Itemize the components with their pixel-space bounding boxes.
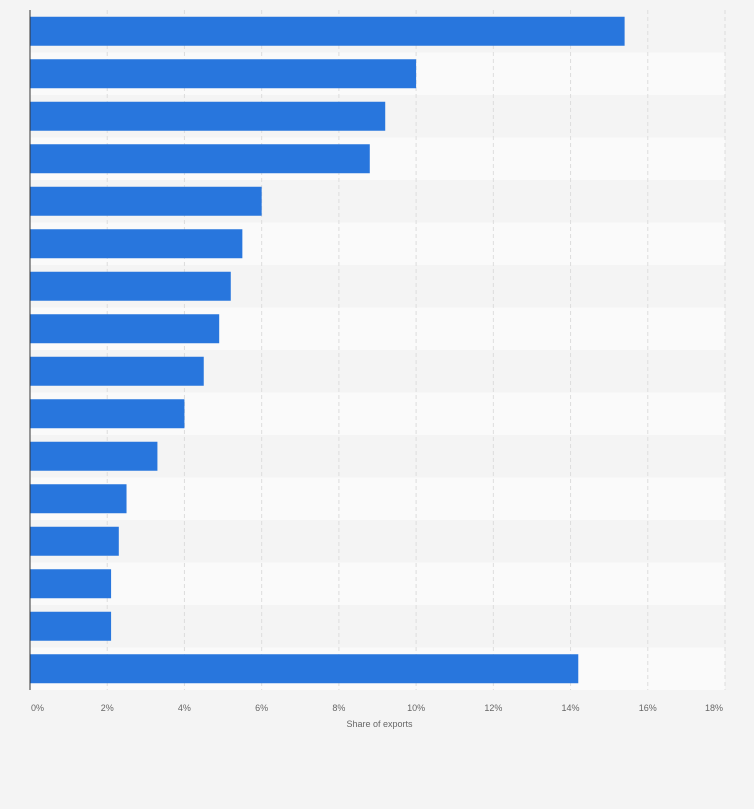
x-tick-label: 2% [101, 703, 114, 713]
x-tick-label: 6% [255, 703, 268, 713]
x-axis-title: Share of exports [346, 719, 413, 729]
bar[interactable] [30, 271, 231, 301]
x-tick-label: 14% [562, 703, 580, 713]
bar[interactable] [30, 441, 158, 471]
row-band [30, 477, 725, 520]
bar[interactable] [30, 569, 112, 599]
row-band [30, 605, 725, 648]
x-tick-label: 4% [178, 703, 191, 713]
bar[interactable] [30, 314, 220, 344]
x-tick-labels: 0% 2% 4% 6% 8% 10% 12% 14% 16% 18% [31, 703, 723, 713]
x-tick-label: 0% [31, 703, 44, 713]
bar[interactable] [30, 144, 370, 174]
bar[interactable] [30, 526, 119, 556]
x-tick-label: 8% [332, 703, 345, 713]
bar[interactable] [30, 611, 112, 641]
bar[interactable] [30, 101, 386, 131]
bar[interactable] [30, 229, 243, 259]
bars [30, 16, 625, 684]
row-band [30, 520, 725, 563]
bar[interactable] [30, 356, 204, 386]
bar[interactable] [30, 59, 417, 89]
bar[interactable] [30, 484, 127, 514]
x-tick-label: 12% [484, 703, 502, 713]
row-band [30, 562, 725, 605]
bar[interactable] [30, 16, 625, 46]
x-tick-label: 16% [639, 703, 657, 713]
bar[interactable] [30, 399, 185, 429]
bar[interactable] [30, 654, 579, 684]
x-tick-label: 10% [407, 703, 425, 713]
x-tick-label: 18% [705, 703, 723, 713]
bar[interactable] [30, 186, 262, 216]
